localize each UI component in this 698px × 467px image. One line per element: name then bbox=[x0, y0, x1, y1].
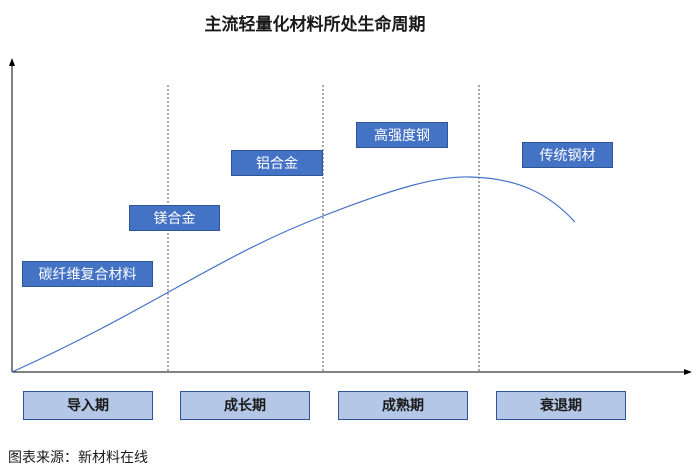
material-magnesium-alloy: 镁合金 bbox=[129, 205, 220, 231]
material-carbon-fiber: 碳纤维复合材料 bbox=[22, 261, 153, 287]
material-high-strength-steel: 高强度钢 bbox=[356, 122, 448, 148]
x-axis-arrow-icon bbox=[684, 369, 692, 375]
lifecycle-curve bbox=[11, 176, 576, 373]
diagram-title: 主流轻量化材料所处生命周期 bbox=[204, 15, 426, 35]
stage-growth: 成长期 bbox=[180, 391, 310, 420]
material-aluminum-alloy: 铝合金 bbox=[231, 150, 323, 176]
source-note: 图表来源：新材料在线 bbox=[8, 450, 148, 466]
stage-maturity: 成熟期 bbox=[338, 391, 468, 420]
stage-decline: 衰退期 bbox=[496, 391, 626, 420]
stage-introduction: 导入期 bbox=[23, 391, 153, 420]
material-traditional-steel: 传统钢材 bbox=[522, 142, 613, 168]
y-axis-arrow-icon bbox=[9, 58, 15, 66]
